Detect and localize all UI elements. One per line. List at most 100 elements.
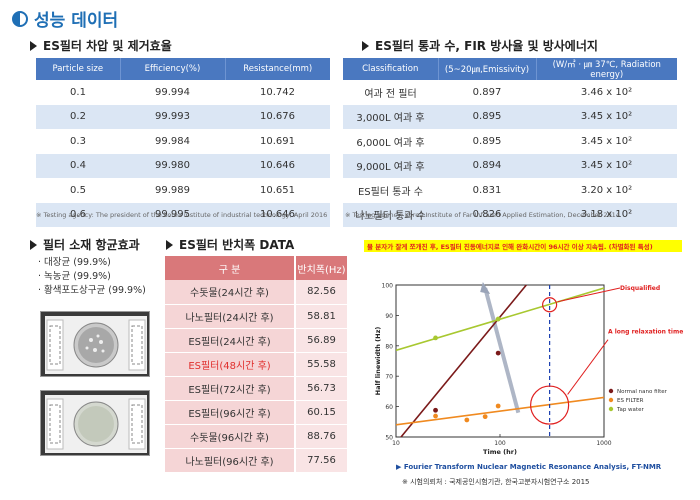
halfwidth-table: 구 분 반치폭(Hz) 수돗물(24시간 후) 82.56 나노필터(24시간 후)… — [165, 256, 347, 473]
y-tick-label: 90 — [385, 313, 393, 320]
triangle-bullet-icon — [166, 239, 173, 250]
petri-photo-top — [40, 311, 150, 377]
table-cell: 나노필터(96시간 후) — [165, 448, 296, 473]
x-tick-label: 100 — [494, 440, 506, 447]
table-row: 6,000L 여과 후 0.895 3.45 x 10² — [343, 129, 677, 154]
list-item: · 황색포도상구균 (99.9%) — [38, 285, 146, 296]
petri-dish-image — [45, 395, 147, 453]
data-point-2-1 — [495, 316, 501, 322]
triangle-bullet-icon — [362, 40, 369, 51]
table-row: 0.5 99.989 10.651 — [36, 178, 330, 203]
table-row: 나노필터 통과 수 0.826 3.18 x 10² — [343, 202, 677, 227]
half-circle-icon — [12, 10, 28, 27]
table-row: ES필터(24시간 후) 56.89 — [165, 328, 347, 353]
table-cell: 0.2 — [36, 104, 120, 129]
table-cell: 3.45 x 10² — [536, 153, 677, 178]
table-cell: 나노필터(24시간 후) — [165, 304, 296, 329]
table-cell: 77.56 — [295, 448, 347, 473]
chart-caption: ▶ Fourier Transform Nuclear Magnetic Res… — [396, 463, 662, 471]
col-header: (5~20㎛,Emissivity) — [438, 58, 537, 80]
x-tick-label: 10 — [392, 440, 400, 447]
list-item: · 녹농균 (99.9%) — [38, 271, 111, 282]
table-row: 0.4 99.980 10.646 — [36, 153, 330, 178]
table-cell: 60.15 — [295, 400, 347, 425]
table-cell: 3.20 x 10² — [536, 178, 677, 203]
legend-label-0: Normal nano filter — [617, 389, 668, 395]
table-cell: 99.994 — [120, 80, 225, 105]
list-item: · 대장균 (99.9%) — [38, 257, 111, 268]
table-cell: ES필터(96시간 후) — [165, 400, 296, 425]
table-cell: 0.895 — [438, 104, 536, 129]
table-row: 9,000L 여과 후 0.894 3.45 x 10² — [343, 153, 677, 178]
section-halfwidth-label: ES필터 반치폭 DATA — [179, 238, 295, 252]
section-halfwidth-header: ES필터 반치폭 DATA — [166, 236, 294, 253]
table-cell: 0.3 — [36, 129, 120, 154]
table-cell: ES필터(48시간 후) — [165, 352, 296, 377]
table-cell: 나노필터 통과 수 — [343, 202, 438, 227]
plot-area — [395, 284, 605, 438]
table-row: 0.6 99.995 10.646 — [36, 202, 330, 227]
y-tick-label: 70 — [385, 374, 393, 381]
table-cell: 10.691 — [225, 129, 330, 154]
table-cell: 99.989 — [120, 178, 225, 203]
data-point-1-3 — [495, 403, 501, 409]
table-cell: 99.984 — [120, 129, 225, 154]
disqualified-arrow — [557, 287, 621, 303]
table-cell: 0.895 — [438, 129, 536, 154]
table-row: 0.2 99.993 10.676 — [36, 104, 330, 129]
x-axis-label: Time (hr) — [483, 448, 517, 456]
table-cell: 3.45 x 10² — [536, 104, 677, 129]
table-cell: 3.18 x 10² — [536, 202, 677, 227]
x-tick-label: 1000 — [596, 440, 611, 447]
table-row: 0.3 99.984 10.691 — [36, 129, 330, 154]
section-emissivity-label: ES필터 통과 수, FIR 방사율 및 방사에너지 — [375, 39, 598, 53]
table-cell: 99.980 — [120, 153, 225, 178]
table-row: 나노필터(24시간 후) 58.81 — [165, 304, 347, 329]
table-cell: 88.76 — [295, 424, 347, 449]
table-cell: 56.89 — [295, 328, 347, 353]
col-header: Resistance(mm) — [225, 58, 330, 80]
y-axis-label: Half linewidth (Hz) — [374, 327, 382, 396]
table-row: 나노필터(96시간 후) 77.56 — [165, 448, 347, 473]
table-cell: 0.826 — [438, 202, 536, 227]
nmr-chart: 50 60 70 80 90 100 10 100 1000 Time (hr) Half line… — [374, 281, 683, 456]
disqualified-circle — [542, 297, 558, 313]
table-cell: 9,000L 여과 후 — [343, 153, 438, 178]
nmr-chart-panel: 물 분자가 잘게 쪼개진 후, ES필터 진동에너지로 인해 완화시간이 96시… — [358, 237, 688, 495]
section-antibacterial-label: 필터 소재 항균효과 — [43, 238, 140, 252]
table-cell: 6,000L 여과 후 — [343, 129, 438, 154]
y-tick-label: 50 — [385, 435, 393, 442]
data-point-0-0 — [433, 407, 438, 413]
table-cell: 82.56 — [295, 280, 347, 305]
col-header: 반치폭(Hz) — [295, 256, 347, 280]
section-emissivity-header: ES필터 통과 수, FIR 방사율 및 방사에너지 — [362, 37, 598, 54]
data-point-1-0 — [433, 413, 438, 419]
grey-arrow — [483, 287, 521, 414]
disqualified-label: Disqualified — [620, 285, 660, 292]
table-cell: 여과 전 필터 — [343, 80, 438, 105]
data-point-2-0 — [433, 335, 438, 341]
table-cell: 99.993 — [120, 104, 225, 129]
table-cell: 3.46 x 10² — [536, 80, 677, 105]
table-cell: 10.742 — [225, 80, 330, 105]
table-cell: 10.646 — [225, 202, 330, 227]
table-row: 3,000L 여과 후 0.895 3.45 x 10² — [343, 104, 677, 129]
relaxation-circle — [530, 385, 570, 425]
chart-agency: ※ 시험의뢰처 : 국제공인시험기관, 한국고분자시험연구소 2015 — [402, 478, 590, 486]
filtration-note: ※ Testing agency: The president of the k… — [36, 211, 328, 219]
emissivity-table: Classification (5~20㎛,Emissivity) (W/㎡ ·… — [343, 58, 677, 227]
data-point-0-1 — [495, 350, 501, 356]
fit-line-0 — [399, 285, 528, 437]
col-header: 구 분 — [165, 256, 296, 280]
section-filtration-label: ES필터 차압 및 제거효율 — [43, 39, 172, 53]
table-row: 수돗물(24시간 후) 82.56 — [165, 280, 347, 305]
emissivity-note: ※ Testing agency: Korea Institute of Far… — [345, 211, 620, 219]
chart-banner: 물 분자가 잘게 쪼개진 후, ES필터 진동에너지로 인해 완화시간이 96시… — [364, 240, 682, 252]
legend-label-1: ES FILTER — [617, 398, 644, 404]
page-title-text: 성능 데이터 — [34, 11, 119, 31]
table-cell: 0.6 — [36, 202, 120, 227]
fit-line-1 — [396, 396, 604, 426]
petri-dish-image — [45, 316, 147, 374]
table-cell: 10.651 — [225, 178, 330, 203]
table-cell: 3.45 x 10² — [536, 129, 677, 154]
